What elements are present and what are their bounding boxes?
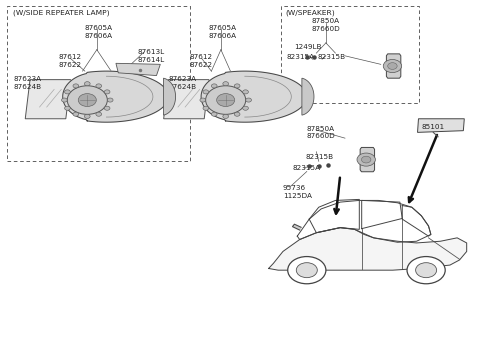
- Circle shape: [84, 114, 90, 118]
- Polygon shape: [360, 147, 374, 172]
- Polygon shape: [63, 71, 168, 122]
- Circle shape: [388, 63, 397, 69]
- Polygon shape: [269, 228, 467, 270]
- Circle shape: [246, 98, 252, 102]
- Text: 87612
87622: 87612 87622: [59, 54, 82, 68]
- Circle shape: [104, 90, 110, 94]
- Polygon shape: [116, 63, 160, 75]
- Text: 87612
87622: 87612 87622: [190, 54, 213, 68]
- Text: 85101: 85101: [421, 124, 444, 130]
- Text: 82315A: 82315A: [292, 165, 321, 171]
- Circle shape: [296, 263, 317, 277]
- Circle shape: [203, 106, 209, 110]
- Polygon shape: [418, 119, 464, 132]
- Text: 82315B: 82315B: [318, 54, 346, 60]
- Polygon shape: [302, 78, 314, 115]
- Text: (W/SPEAKER): (W/SPEAKER): [285, 9, 335, 16]
- Circle shape: [65, 90, 70, 94]
- Circle shape: [200, 98, 205, 102]
- Circle shape: [203, 90, 209, 94]
- Circle shape: [211, 112, 217, 116]
- Circle shape: [416, 263, 437, 277]
- Text: 1249LB: 1249LB: [294, 44, 322, 50]
- Text: 87623A
87624B: 87623A 87624B: [168, 76, 196, 90]
- Circle shape: [243, 90, 248, 94]
- Circle shape: [84, 82, 90, 86]
- Polygon shape: [25, 80, 71, 119]
- Circle shape: [96, 112, 102, 116]
- Circle shape: [78, 94, 96, 106]
- Circle shape: [361, 156, 371, 163]
- Circle shape: [234, 112, 240, 116]
- Polygon shape: [164, 80, 209, 119]
- Polygon shape: [201, 71, 307, 122]
- Circle shape: [61, 98, 67, 102]
- Text: 87605A
87606A: 87605A 87606A: [85, 25, 113, 39]
- Circle shape: [205, 86, 246, 114]
- Circle shape: [65, 106, 70, 110]
- Circle shape: [243, 106, 248, 110]
- Circle shape: [216, 94, 235, 106]
- Circle shape: [104, 106, 110, 110]
- Circle shape: [223, 82, 228, 86]
- Bar: [281, 7, 419, 104]
- Text: 87623A
87624B: 87623A 87624B: [13, 76, 41, 90]
- Circle shape: [383, 59, 402, 73]
- Circle shape: [223, 114, 228, 118]
- Circle shape: [67, 86, 108, 114]
- Circle shape: [357, 153, 375, 166]
- Circle shape: [108, 98, 113, 102]
- Text: 82315A: 82315A: [287, 54, 315, 60]
- Circle shape: [73, 112, 79, 116]
- Text: 87850A
87660D: 87850A 87660D: [312, 19, 340, 32]
- Text: 82315B: 82315B: [306, 154, 334, 161]
- Circle shape: [96, 84, 102, 88]
- Polygon shape: [292, 224, 301, 230]
- Polygon shape: [386, 54, 401, 78]
- Text: (W/SIDE REPEATER LAMP): (W/SIDE REPEATER LAMP): [13, 9, 109, 16]
- Bar: [7, 7, 190, 161]
- Circle shape: [288, 257, 326, 284]
- Polygon shape: [164, 78, 176, 115]
- Text: 87850A
87660D: 87850A 87660D: [307, 126, 336, 139]
- Circle shape: [234, 84, 240, 88]
- Circle shape: [73, 84, 79, 88]
- Text: 87605A
87606A: 87605A 87606A: [209, 25, 237, 39]
- Circle shape: [407, 257, 445, 284]
- Circle shape: [211, 84, 217, 88]
- Text: 95736
1125DA: 95736 1125DA: [283, 185, 312, 199]
- Text: 87613L
87614L: 87613L 87614L: [137, 49, 165, 62]
